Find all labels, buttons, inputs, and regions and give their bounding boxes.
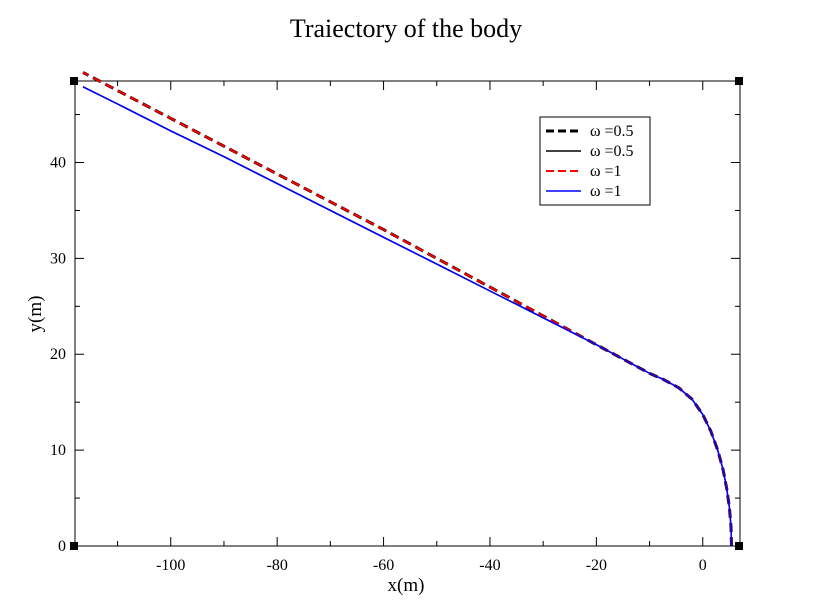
corner-handle-bottom-left[interactable] bbox=[70, 542, 78, 550]
y-tick-label: 10 bbox=[50, 442, 66, 459]
chart-title: Traiectory of the body bbox=[290, 14, 522, 43]
legend: ω =0.5 ω =0.5 ω =1 ω =1 bbox=[539, 116, 651, 206]
y-axis-label: y(m) bbox=[25, 296, 46, 333]
y-tick-label: 30 bbox=[50, 250, 66, 267]
axis-tick-labels: -100 -80 -60 -40 -20 0 0 10 20 30 40 bbox=[50, 154, 707, 574]
x-tick-label: -60 bbox=[373, 557, 394, 574]
corner-handle-top-right[interactable] bbox=[735, 77, 743, 85]
y-tick-label: 0 bbox=[58, 538, 66, 555]
y-tick-label: 20 bbox=[50, 346, 66, 363]
x-tick-label: -20 bbox=[586, 557, 607, 574]
y-tick-label: 40 bbox=[50, 154, 66, 171]
plot-frame bbox=[74, 80, 741, 547]
corner-handle-top-left[interactable] bbox=[70, 77, 78, 85]
series-lines bbox=[82, 71, 733, 547]
legend-label-1: ω =0.5 bbox=[590, 123, 634, 140]
x-tick-label: -40 bbox=[479, 557, 500, 574]
legend-label-3: ω =1 bbox=[590, 163, 622, 180]
x-tick-label: -80 bbox=[266, 557, 287, 574]
legend-label-4: ω =1 bbox=[590, 183, 622, 200]
x-axis-label: x(m) bbox=[388, 575, 425, 596]
axis-ticks bbox=[75, 81, 740, 547]
series-line-4 bbox=[82, 86, 733, 547]
x-tick-label: 0 bbox=[699, 557, 707, 574]
legend-label-2: ω =0.5 bbox=[590, 143, 634, 160]
x-tick-label: -100 bbox=[156, 557, 185, 574]
